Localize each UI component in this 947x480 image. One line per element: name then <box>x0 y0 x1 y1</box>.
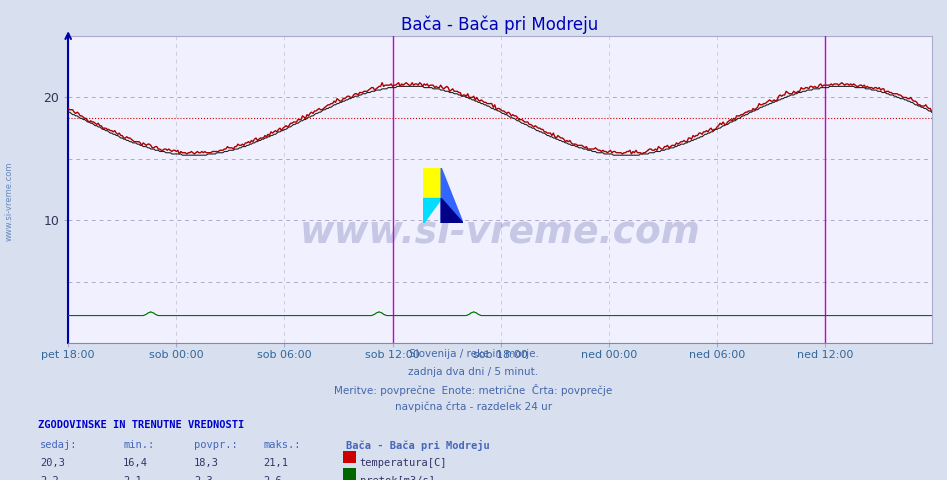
Text: zadnja dva dni / 5 minut.: zadnja dva dni / 5 minut. <box>408 367 539 377</box>
Text: Meritve: povprečne  Enote: metrične  Črta: povprečje: Meritve: povprečne Enote: metrične Črta:… <box>334 384 613 396</box>
Polygon shape <box>423 168 441 198</box>
Text: 16,4: 16,4 <box>123 458 148 468</box>
Text: sedaj:: sedaj: <box>40 440 78 450</box>
Text: www.si-vreme.com: www.si-vreme.com <box>299 215 701 251</box>
Text: temperatura[C]: temperatura[C] <box>360 458 447 468</box>
Text: ZGODOVINSKE IN TRENUTNE VREDNOSTI: ZGODOVINSKE IN TRENUTNE VREDNOSTI <box>38 420 244 430</box>
Text: 2,3: 2,3 <box>194 476 213 480</box>
Text: min.:: min.: <box>123 440 154 450</box>
Text: 21,1: 21,1 <box>263 458 288 468</box>
Text: 20,3: 20,3 <box>40 458 64 468</box>
Text: 2,2: 2,2 <box>40 476 59 480</box>
Text: 2,6: 2,6 <box>263 476 282 480</box>
Text: Bača - Bača pri Modreju: Bača - Bača pri Modreju <box>346 440 490 451</box>
Text: povpr.:: povpr.: <box>194 440 238 450</box>
Title: Bača - Bača pri Modreju: Bača - Bača pri Modreju <box>402 16 599 35</box>
Text: www.si-vreme.com: www.si-vreme.com <box>5 162 14 241</box>
Text: Slovenija / reke in morje.: Slovenija / reke in morje. <box>408 349 539 360</box>
Text: navpična črta - razdelek 24 ur: navpična črta - razdelek 24 ur <box>395 401 552 412</box>
Polygon shape <box>423 198 441 223</box>
Text: maks.:: maks.: <box>263 440 301 450</box>
Text: pretok[m3/s]: pretok[m3/s] <box>360 476 435 480</box>
Polygon shape <box>441 168 463 223</box>
Text: 18,3: 18,3 <box>194 458 219 468</box>
Polygon shape <box>441 198 463 223</box>
Text: 2,1: 2,1 <box>123 476 142 480</box>
